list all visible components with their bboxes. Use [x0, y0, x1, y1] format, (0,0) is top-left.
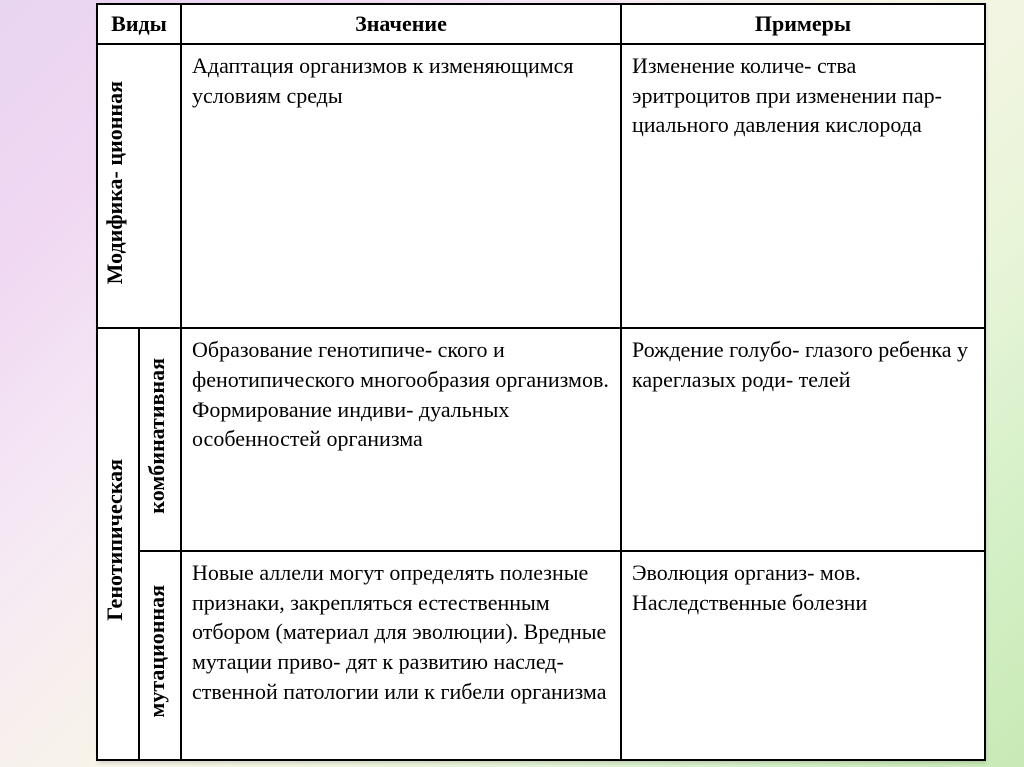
header-meaning: Значение	[181, 4, 621, 44]
mutational-label: мутационная	[142, 585, 178, 718]
header-examples: Примеры	[621, 4, 985, 44]
cell-mutational-label: мутационная	[139, 551, 181, 760]
cell-combinative-label: комбинативная	[139, 328, 181, 551]
cell-combinative-meaning: Образование генотипиче- ского и фенотипи…	[181, 328, 621, 551]
cell-mutational-examples: Эволюция организ- мов. Наследственные бо…	[621, 551, 985, 760]
header-row: Виды Значение Примеры	[97, 4, 985, 44]
combinative-label: комбинативная	[142, 358, 178, 514]
row-modification: Модифика- ционная Адаптация организмов к…	[97, 44, 985, 328]
variability-table: Виды Значение Примеры Модифика- ционная …	[96, 3, 986, 761]
cell-modification-label: Модифика- ционная	[97, 44, 181, 328]
cell-mutational-meaning: Новые аллели могут определять полезные п…	[181, 551, 621, 760]
modification-label: Модифика- ционная	[100, 81, 178, 284]
variability-table-container: Виды Значение Примеры Модифика- ционная …	[96, 3, 984, 761]
row-mutational: мутационная Новые аллели могут определят…	[97, 551, 985, 760]
cell-combinative-examples: Рождение голубо- глазого ребенка у карег…	[621, 328, 985, 551]
header-types: Виды	[97, 4, 181, 44]
genotypic-label: Генотипическая	[100, 459, 136, 621]
cell-modification-meaning: Адаптация организмов к изменяющимся усло…	[181, 44, 621, 328]
cell-genotypic-label: Генотипическая	[97, 328, 139, 760]
row-combinative: Генотипическая комбинативная Образование…	[97, 328, 985, 551]
cell-modification-examples: Изменение количе- ства эритроцитов при и…	[621, 44, 985, 328]
